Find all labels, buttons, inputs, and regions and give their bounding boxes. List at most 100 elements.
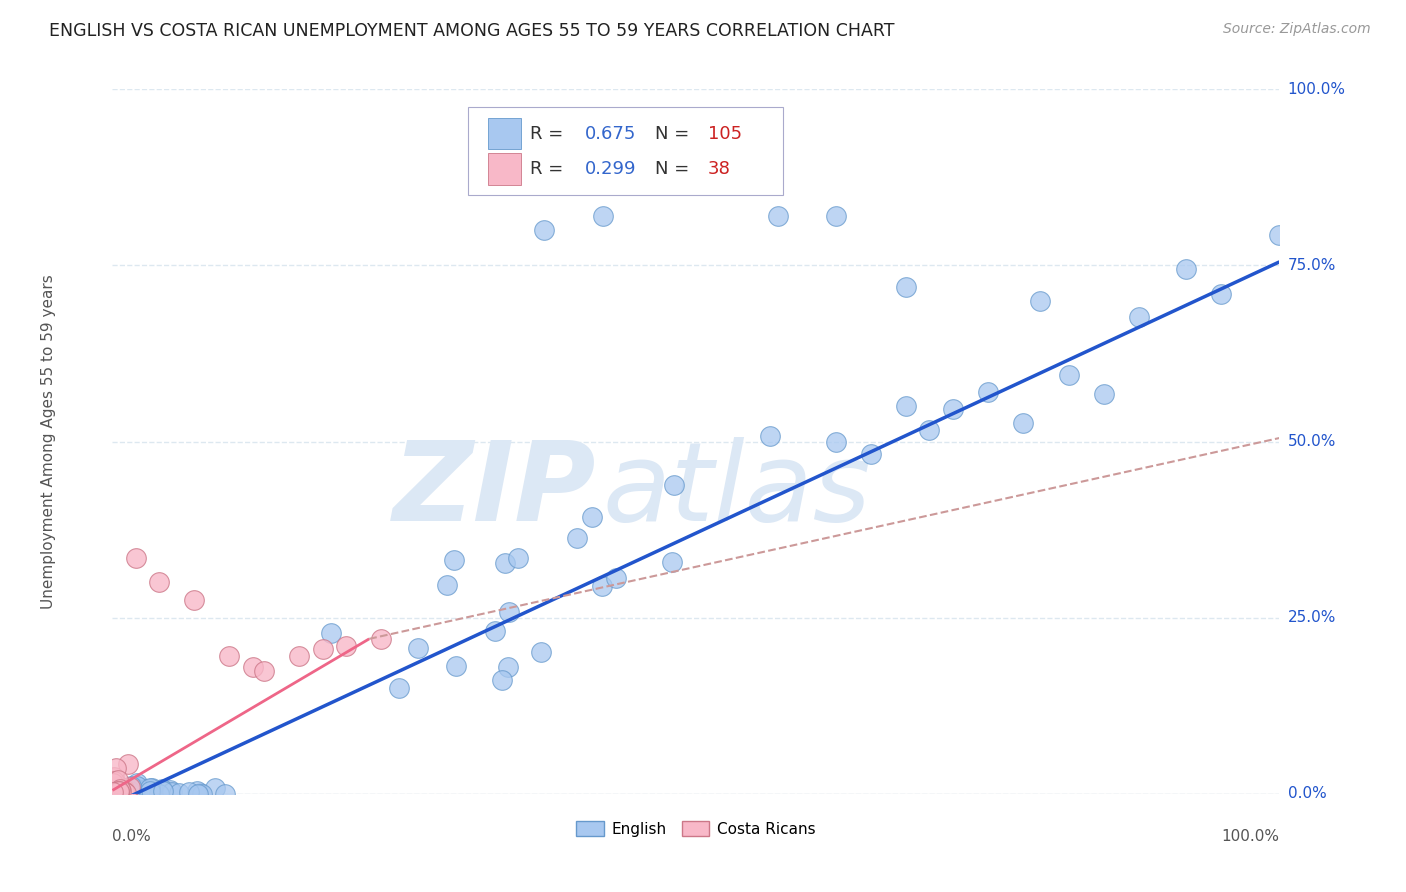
Point [288,649,311,664]
Point [592,209,614,223]
Text: Source: ZipAtlas.com: Source: ZipAtlas.com [1223,22,1371,37]
Point [104,782,127,797]
Point [370,632,392,646]
Point [105,786,128,800]
Point [188,786,211,800]
Point [114,785,136,799]
Point [117,756,139,771]
Point [108,784,131,798]
Point [101,784,124,798]
Point [530,645,553,659]
Point [101,785,124,799]
Bar [488,153,520,185]
Point [121,787,143,801]
Text: 105: 105 [707,125,742,143]
Point [388,681,411,696]
Point [110,782,132,797]
Text: 0.0%: 0.0% [1288,787,1326,801]
Point [187,787,209,801]
Point [125,783,148,797]
Point [1128,310,1150,324]
Point [107,779,129,793]
Point [101,786,124,800]
Point [132,787,155,801]
Point [104,785,127,799]
Point [125,775,148,789]
Point [121,780,143,794]
Text: ZIP: ZIP [394,437,596,544]
Point [118,784,141,798]
Text: 0.299: 0.299 [585,160,637,178]
Point [112,784,135,798]
Point [186,784,208,798]
Point [115,784,138,798]
Point [103,783,125,797]
Point [894,399,917,413]
Point [115,787,138,801]
Text: atlas: atlas [603,437,872,544]
Point [124,786,146,800]
Text: ENGLISH VS COSTA RICAN UNEMPLOYMENT AMONG AGES 55 TO 59 YEARS CORRELATION CHART: ENGLISH VS COSTA RICAN UNEMPLOYMENT AMON… [49,22,894,40]
Point [150,782,173,797]
Point [190,787,212,801]
Point [105,786,128,800]
Point [135,784,157,798]
Point [167,787,190,801]
Point [436,578,458,592]
Point [218,649,240,664]
Point [1059,368,1081,383]
Point [129,783,152,797]
Point [101,776,124,790]
Text: Unemployment Among Ages 55 to 59 years: Unemployment Among Ages 55 to 59 years [41,274,56,609]
Text: 100.0%: 100.0% [1222,830,1279,844]
Point [111,787,134,801]
Point [860,447,883,461]
Point [918,423,941,437]
Point [121,784,143,798]
Point [125,550,148,565]
Point [894,279,917,293]
Point [108,786,131,800]
Point [111,786,134,800]
Text: R =: R = [530,160,569,178]
Text: 25.0%: 25.0% [1288,610,1336,625]
Point [120,779,142,793]
Point [183,593,205,607]
Point [141,780,163,795]
Point [107,784,129,798]
Point [118,787,141,801]
Point [494,556,516,570]
Point [581,510,603,524]
Point [443,553,465,567]
Point [159,783,181,797]
Point [152,784,174,798]
Point [311,642,333,657]
Point [129,787,152,801]
Point [148,575,170,590]
Point [942,401,965,416]
Point [825,209,848,223]
Point [120,780,142,794]
Bar [488,118,520,150]
Point [121,786,143,800]
Point [105,782,128,797]
Point [125,784,148,798]
Point [104,783,127,797]
Point [125,786,148,800]
Text: 0.675: 0.675 [585,125,637,143]
Point [104,785,127,799]
Point [104,785,127,799]
Point [138,781,160,796]
Point [1175,261,1198,276]
Point [825,435,848,450]
Point [567,531,589,545]
Point [444,659,467,673]
Point [114,781,136,796]
Point [103,786,125,800]
Point [321,625,343,640]
Point [101,784,124,798]
Point [107,785,129,799]
Point [1268,228,1291,243]
Point [125,787,148,801]
Point [242,660,264,674]
